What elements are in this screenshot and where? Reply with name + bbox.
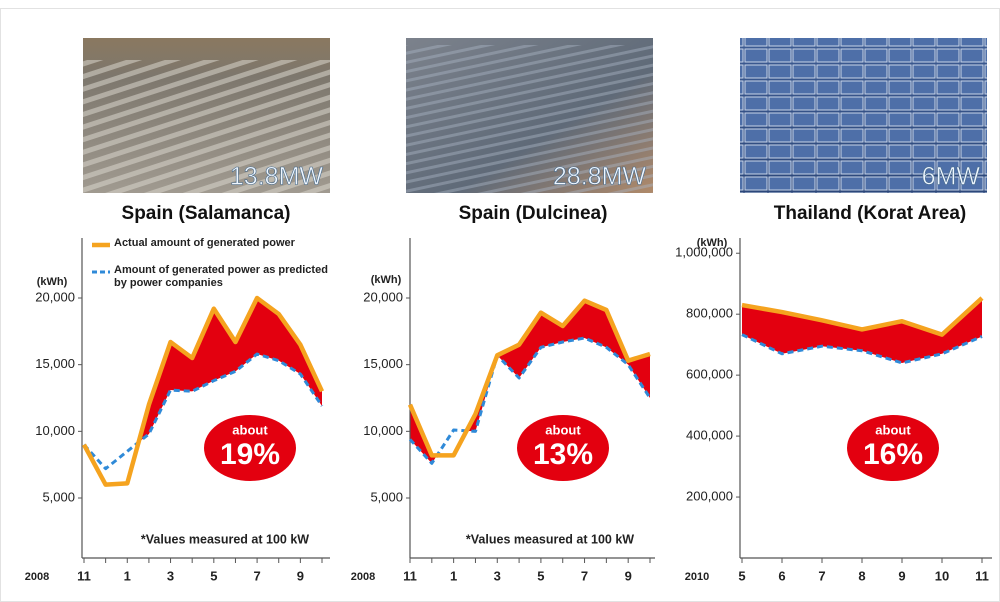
x-tick-label: 3 <box>167 568 174 583</box>
y-axis-unit: (kWh) <box>37 276 68 288</box>
y-tick-label: 600,000 <box>686 367 733 382</box>
callout-value: 13% <box>533 438 593 471</box>
photo <box>83 38 330 193</box>
photo <box>406 38 653 193</box>
photo-label: 13.8MW <box>230 163 323 191</box>
y-tick-label: 5,000 <box>42 489 75 504</box>
callout-label: about <box>875 422 911 437</box>
series-line <box>741 333 983 365</box>
series-line <box>741 296 984 337</box>
chart-title: Spain (Salamanca) <box>122 203 291 224</box>
x-tick-label: 11 <box>403 568 417 583</box>
legend-label: Actual amount of generated power <box>114 237 295 249</box>
callout <box>204 415 296 481</box>
y-tick-label: 1,000,000 <box>675 245 733 260</box>
x-tick-label: 5 <box>738 568 745 583</box>
y-axis-unit: (kWh) <box>371 274 402 286</box>
series-line <box>407 298 651 458</box>
photo <box>740 38 987 193</box>
base-area <box>84 354 322 558</box>
chart-title: Spain (Dulcinea) <box>459 203 608 224</box>
y-tick-label: 15,000 <box>35 356 75 371</box>
x-axis-year: 2008 <box>25 571 49 583</box>
x-tick-label: 7 <box>581 568 588 583</box>
x-tick-label: 3 <box>494 568 501 583</box>
callout-label: about <box>232 422 268 437</box>
x-tick-label: 11 <box>975 568 989 583</box>
x-tick-label: 7 <box>253 568 260 583</box>
y-tick-label: 20,000 <box>363 289 403 304</box>
chart-title: Thailand (Korat Area) <box>774 203 967 224</box>
y-tick-label: 800,000 <box>686 306 733 321</box>
x-tick-label: 10 <box>935 568 949 583</box>
series-line <box>82 295 325 487</box>
y-tick-label: 200,000 <box>686 488 733 503</box>
x-tick-label: 9 <box>625 568 632 583</box>
callout <box>517 415 609 481</box>
series-line <box>82 352 324 471</box>
x-tick-label: 11 <box>77 568 91 583</box>
footnote: *Values measured at 100 kW <box>141 532 309 546</box>
y-tick-label: 20,000 <box>35 289 75 304</box>
callout-label: about <box>545 422 581 437</box>
x-tick-label: 9 <box>898 568 905 583</box>
photo-label: 28.8MW <box>553 163 646 191</box>
x-tick-label: 5 <box>210 568 217 583</box>
legend-item: Amount of generated power as predicted b… <box>114 264 328 289</box>
y-tick-label: 10,000 <box>363 423 403 438</box>
footnote: *Values measured at 100 kW <box>466 532 634 546</box>
x-tick-label: 8 <box>858 568 865 583</box>
x-tick-label: 5 <box>537 568 544 583</box>
y-tick-label: 5,000 <box>370 489 403 504</box>
series-line <box>408 336 652 465</box>
legend-item: Actual amount of generated power <box>114 237 295 249</box>
y-tick-label: 400,000 <box>686 428 733 443</box>
y-tick-label: 15,000 <box>363 356 403 371</box>
x-axis-year: 2008 <box>351 571 375 583</box>
y-tick-label: 10,000 <box>35 423 75 438</box>
callout-value: 19% <box>220 438 280 471</box>
callout-value: 16% <box>863 438 923 471</box>
photo-label: 6MW <box>922 163 981 191</box>
callout <box>847 415 939 481</box>
x-tick-label: 1 <box>124 568 131 583</box>
x-axis-year: 2010 <box>685 571 709 583</box>
x-tick-label: 6 <box>778 568 785 583</box>
legend-label: Amount of generated power as predicted b… <box>114 264 328 289</box>
y-axis-unit: (kWh) <box>697 237 728 249</box>
x-tick-label: 9 <box>297 568 304 583</box>
x-tick-label: 7 <box>818 568 825 583</box>
x-tick-label: 1 <box>450 568 457 583</box>
